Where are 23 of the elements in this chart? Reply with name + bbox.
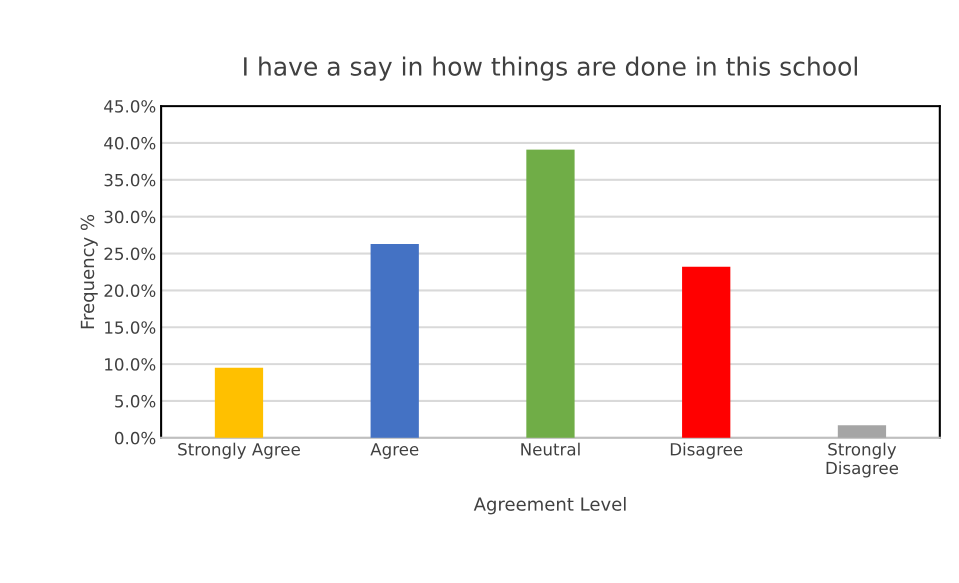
x-tick-label: Strongly Disagree [826, 442, 898, 478]
y-tick-label: 25.0% [104, 248, 156, 260]
x-tick-label: Agree [370, 443, 418, 459]
bar [370, 244, 419, 438]
x-tick-label: Disagree [670, 442, 742, 459]
y-tick-label: 0.0% [115, 432, 156, 444]
x-tick-label: Neutral [521, 442, 580, 456]
y-tick-label: 35.0% [104, 174, 156, 186]
y-tick-label: 40.0% [104, 136, 156, 150]
y-tick-label: 20.0% [104, 284, 156, 297]
y-tick-label: 45.0% [104, 100, 156, 113]
bar [838, 425, 886, 438]
x-axis-title: Agreement Level [474, 496, 626, 514]
x-tick-label: Strongly Agree [178, 442, 300, 459]
bar [214, 368, 264, 438]
y-tick-label: 5.0% [115, 394, 156, 408]
y-tick-label: 10.0% [105, 358, 156, 371]
bar [526, 150, 575, 438]
bar [682, 266, 730, 438]
y-tick-label: 15.0% [105, 321, 156, 334]
chart-title: I have a say in how things are done in this school [244, 56, 857, 81]
y-tick-label: 30.0% [104, 210, 156, 224]
y-axis-title: Frequency % [80, 214, 98, 328]
